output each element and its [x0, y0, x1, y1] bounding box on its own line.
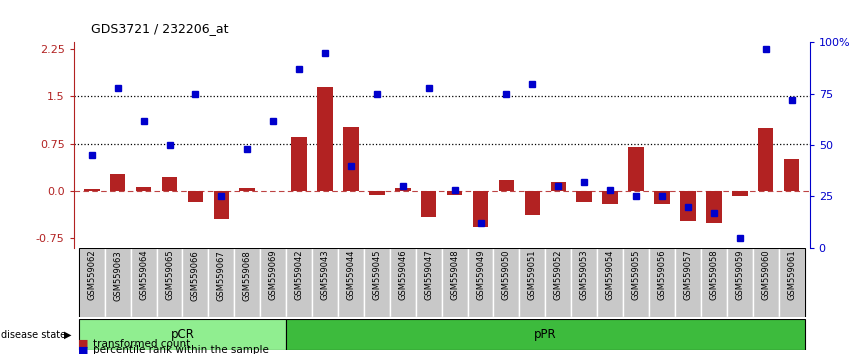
Text: GSM559050: GSM559050 — [502, 250, 511, 301]
Bar — [577, 191, 592, 202]
Text: GSM559069: GSM559069 — [268, 250, 278, 301]
Text: GSM559066: GSM559066 — [191, 250, 200, 301]
Text: GSM559067: GSM559067 — [216, 250, 226, 301]
Bar — [624, 248, 649, 317]
Bar — [260, 248, 286, 317]
Bar — [79, 248, 105, 317]
Text: GSM559065: GSM559065 — [165, 250, 174, 301]
Text: ■: ■ — [78, 339, 88, 349]
Bar — [598, 248, 624, 317]
Bar — [395, 188, 410, 191]
Text: GSM559047: GSM559047 — [424, 250, 433, 301]
Text: GSM559057: GSM559057 — [683, 250, 693, 301]
Bar — [240, 188, 255, 191]
Bar — [442, 248, 468, 317]
Bar — [525, 191, 540, 215]
Text: GDS3721 / 232206_at: GDS3721 / 232206_at — [91, 22, 229, 35]
Bar — [520, 248, 546, 317]
Text: GSM559061: GSM559061 — [787, 250, 796, 301]
Text: GSM559060: GSM559060 — [761, 250, 770, 301]
Bar — [317, 87, 333, 191]
Text: disease state: disease state — [1, 330, 66, 339]
Bar — [499, 180, 514, 191]
Bar — [338, 248, 364, 317]
Bar — [551, 182, 566, 191]
Bar — [628, 147, 643, 191]
Text: GSM559055: GSM559055 — [631, 250, 641, 301]
Bar — [779, 248, 805, 317]
Bar — [421, 191, 436, 217]
Bar — [84, 189, 100, 191]
Text: transformed count: transformed count — [93, 339, 190, 349]
Bar — [312, 248, 338, 317]
Bar — [79, 319, 286, 350]
Bar — [291, 137, 307, 191]
Bar — [390, 248, 416, 317]
Bar — [105, 248, 131, 317]
Text: ■: ■ — [78, 346, 88, 354]
Bar — [494, 248, 520, 317]
Bar — [447, 191, 462, 195]
Bar — [675, 248, 701, 317]
Bar — [136, 187, 152, 191]
Text: GSM559058: GSM559058 — [709, 250, 718, 301]
Bar — [131, 248, 157, 317]
Bar — [654, 191, 669, 204]
Bar — [701, 248, 727, 317]
Bar — [546, 248, 572, 317]
Bar — [732, 191, 747, 196]
Bar — [209, 248, 235, 317]
Bar — [649, 248, 675, 317]
Text: GSM559059: GSM559059 — [735, 250, 744, 301]
Text: GSM559044: GSM559044 — [346, 250, 355, 301]
Text: GSM559068: GSM559068 — [242, 250, 252, 301]
Text: GSM559049: GSM559049 — [476, 250, 485, 301]
Text: GSM559043: GSM559043 — [320, 250, 330, 301]
Bar — [416, 248, 442, 317]
Bar — [214, 191, 229, 219]
Bar — [603, 191, 618, 204]
Text: percentile rank within the sample: percentile rank within the sample — [93, 346, 268, 354]
Text: pPR: pPR — [534, 328, 557, 341]
Bar — [753, 248, 779, 317]
Text: GSM559062: GSM559062 — [87, 250, 96, 301]
Text: GSM559042: GSM559042 — [294, 250, 304, 301]
Bar — [364, 248, 390, 317]
Bar — [572, 248, 598, 317]
Text: GSM559051: GSM559051 — [528, 250, 537, 301]
Bar — [286, 319, 805, 350]
Bar — [162, 177, 178, 191]
Bar — [706, 191, 721, 223]
Text: pCR: pCR — [171, 328, 194, 341]
Text: GSM559064: GSM559064 — [139, 250, 148, 301]
Bar — [188, 191, 204, 202]
Text: ▶: ▶ — [64, 330, 72, 339]
Text: GSM559056: GSM559056 — [657, 250, 667, 301]
Text: GSM559046: GSM559046 — [398, 250, 407, 301]
Bar — [680, 191, 695, 221]
Text: GSM559054: GSM559054 — [605, 250, 615, 301]
Text: GSM559053: GSM559053 — [579, 250, 589, 301]
Bar — [183, 248, 209, 317]
Bar — [110, 174, 126, 191]
Bar — [286, 248, 312, 317]
Text: GSM559045: GSM559045 — [372, 250, 381, 301]
Bar — [758, 128, 773, 191]
Bar — [473, 191, 488, 227]
Text: GSM559063: GSM559063 — [113, 250, 122, 301]
Bar — [235, 248, 260, 317]
Bar — [369, 191, 385, 195]
Text: GSM559052: GSM559052 — [553, 250, 563, 301]
Text: GSM559048: GSM559048 — [450, 250, 459, 301]
Bar — [727, 248, 753, 317]
Bar — [784, 159, 799, 191]
Bar — [343, 126, 359, 191]
Bar — [468, 248, 494, 317]
Bar — [157, 248, 183, 317]
